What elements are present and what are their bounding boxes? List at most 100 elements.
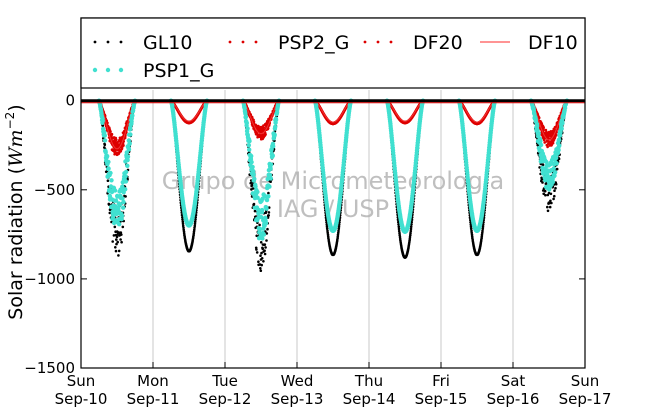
data-point xyxy=(251,172,256,177)
y-axis-label: Solar radiation (Wm−2) xyxy=(3,104,27,319)
data-point xyxy=(553,170,558,175)
series-df20 xyxy=(97,99,569,156)
data-point xyxy=(338,221,341,224)
data-point xyxy=(552,197,555,201)
legend-label: DF20 xyxy=(413,32,463,54)
data-point xyxy=(113,141,116,145)
legend-marker xyxy=(118,67,124,73)
x-tick-day-label: Thu xyxy=(354,372,383,390)
data-point xyxy=(556,137,562,142)
data-point xyxy=(110,132,114,136)
data-point xyxy=(182,226,185,230)
data-point xyxy=(249,159,254,165)
data-point xyxy=(557,157,561,161)
data-point xyxy=(550,179,555,185)
data-point xyxy=(115,242,118,246)
legend-label: PSP1_G xyxy=(143,60,214,82)
x-tick-day-label: Wed xyxy=(281,372,314,390)
data-point xyxy=(325,221,328,224)
data-point xyxy=(123,174,128,179)
data-point xyxy=(556,147,561,153)
data-point xyxy=(259,267,262,270)
data-point xyxy=(108,170,113,176)
data-point xyxy=(119,149,123,152)
data-point xyxy=(181,218,184,221)
legend-marker xyxy=(119,40,123,44)
data-point xyxy=(244,120,249,126)
data-point xyxy=(113,149,117,153)
series-psp2-g xyxy=(97,99,569,157)
data-point xyxy=(337,223,341,226)
data-point xyxy=(123,169,129,175)
data-point xyxy=(116,240,119,244)
data-point xyxy=(108,130,112,133)
legend-marker xyxy=(363,40,367,44)
data-point xyxy=(553,189,556,192)
data-point xyxy=(273,117,279,123)
data-point xyxy=(543,189,547,193)
data-point xyxy=(108,211,112,215)
data-point xyxy=(537,116,541,120)
data-point xyxy=(259,241,263,244)
x-tick-date-label: Sep-17 xyxy=(559,390,612,408)
data-point xyxy=(482,221,485,224)
data-point xyxy=(113,225,117,229)
data-point xyxy=(120,233,123,236)
data-point xyxy=(325,227,329,231)
data-point xyxy=(120,240,123,244)
data-point xyxy=(114,246,117,249)
watermark-line-2: IAG / USP xyxy=(277,195,389,223)
data-point xyxy=(546,145,549,149)
legend-marker xyxy=(93,40,97,44)
x-tick-date-label: Sep-13 xyxy=(271,390,324,408)
data-point xyxy=(121,199,126,205)
data-point xyxy=(481,231,484,235)
data-point xyxy=(469,223,473,226)
legend-label: PSP2_G xyxy=(278,32,349,54)
data-point xyxy=(247,147,252,152)
data-point xyxy=(397,227,401,231)
data-layer xyxy=(81,98,585,273)
data-point xyxy=(551,166,556,171)
data-point xyxy=(397,223,400,226)
data-point xyxy=(267,184,272,189)
data-point xyxy=(554,182,558,186)
data-point xyxy=(548,205,552,209)
data-point xyxy=(252,202,256,206)
data-point xyxy=(181,220,185,223)
data-point xyxy=(181,216,184,219)
data-point xyxy=(246,143,251,148)
data-point xyxy=(109,178,114,183)
data-point xyxy=(268,176,273,181)
legend-marker xyxy=(254,40,258,44)
data-point xyxy=(181,222,185,226)
data-point xyxy=(250,115,254,119)
data-point xyxy=(559,126,564,131)
data-point xyxy=(544,193,547,197)
x-tick-day-label: Sun xyxy=(67,372,96,390)
legend-marker xyxy=(92,67,98,73)
y-tick-label: 0 xyxy=(65,92,75,110)
data-point xyxy=(264,211,268,215)
data-point xyxy=(409,233,412,237)
x-tick-date-label: Sep-15 xyxy=(415,390,468,408)
data-point xyxy=(193,222,197,226)
data-point xyxy=(115,235,119,239)
data-point xyxy=(271,144,276,149)
data-point xyxy=(259,254,262,257)
data-point xyxy=(260,263,264,267)
data-point xyxy=(481,227,485,231)
data-point xyxy=(398,231,401,235)
data-point xyxy=(554,155,559,161)
data-point xyxy=(253,209,257,213)
data-point xyxy=(267,211,271,214)
x-tick-day-label: Sat xyxy=(501,372,526,390)
data-point xyxy=(337,225,341,228)
data-point xyxy=(263,249,266,252)
data-point xyxy=(263,243,267,246)
data-point xyxy=(325,225,329,228)
data-point xyxy=(469,225,473,228)
legend-marker xyxy=(105,67,111,73)
x-tick-date-label: Sep-12 xyxy=(199,390,252,408)
